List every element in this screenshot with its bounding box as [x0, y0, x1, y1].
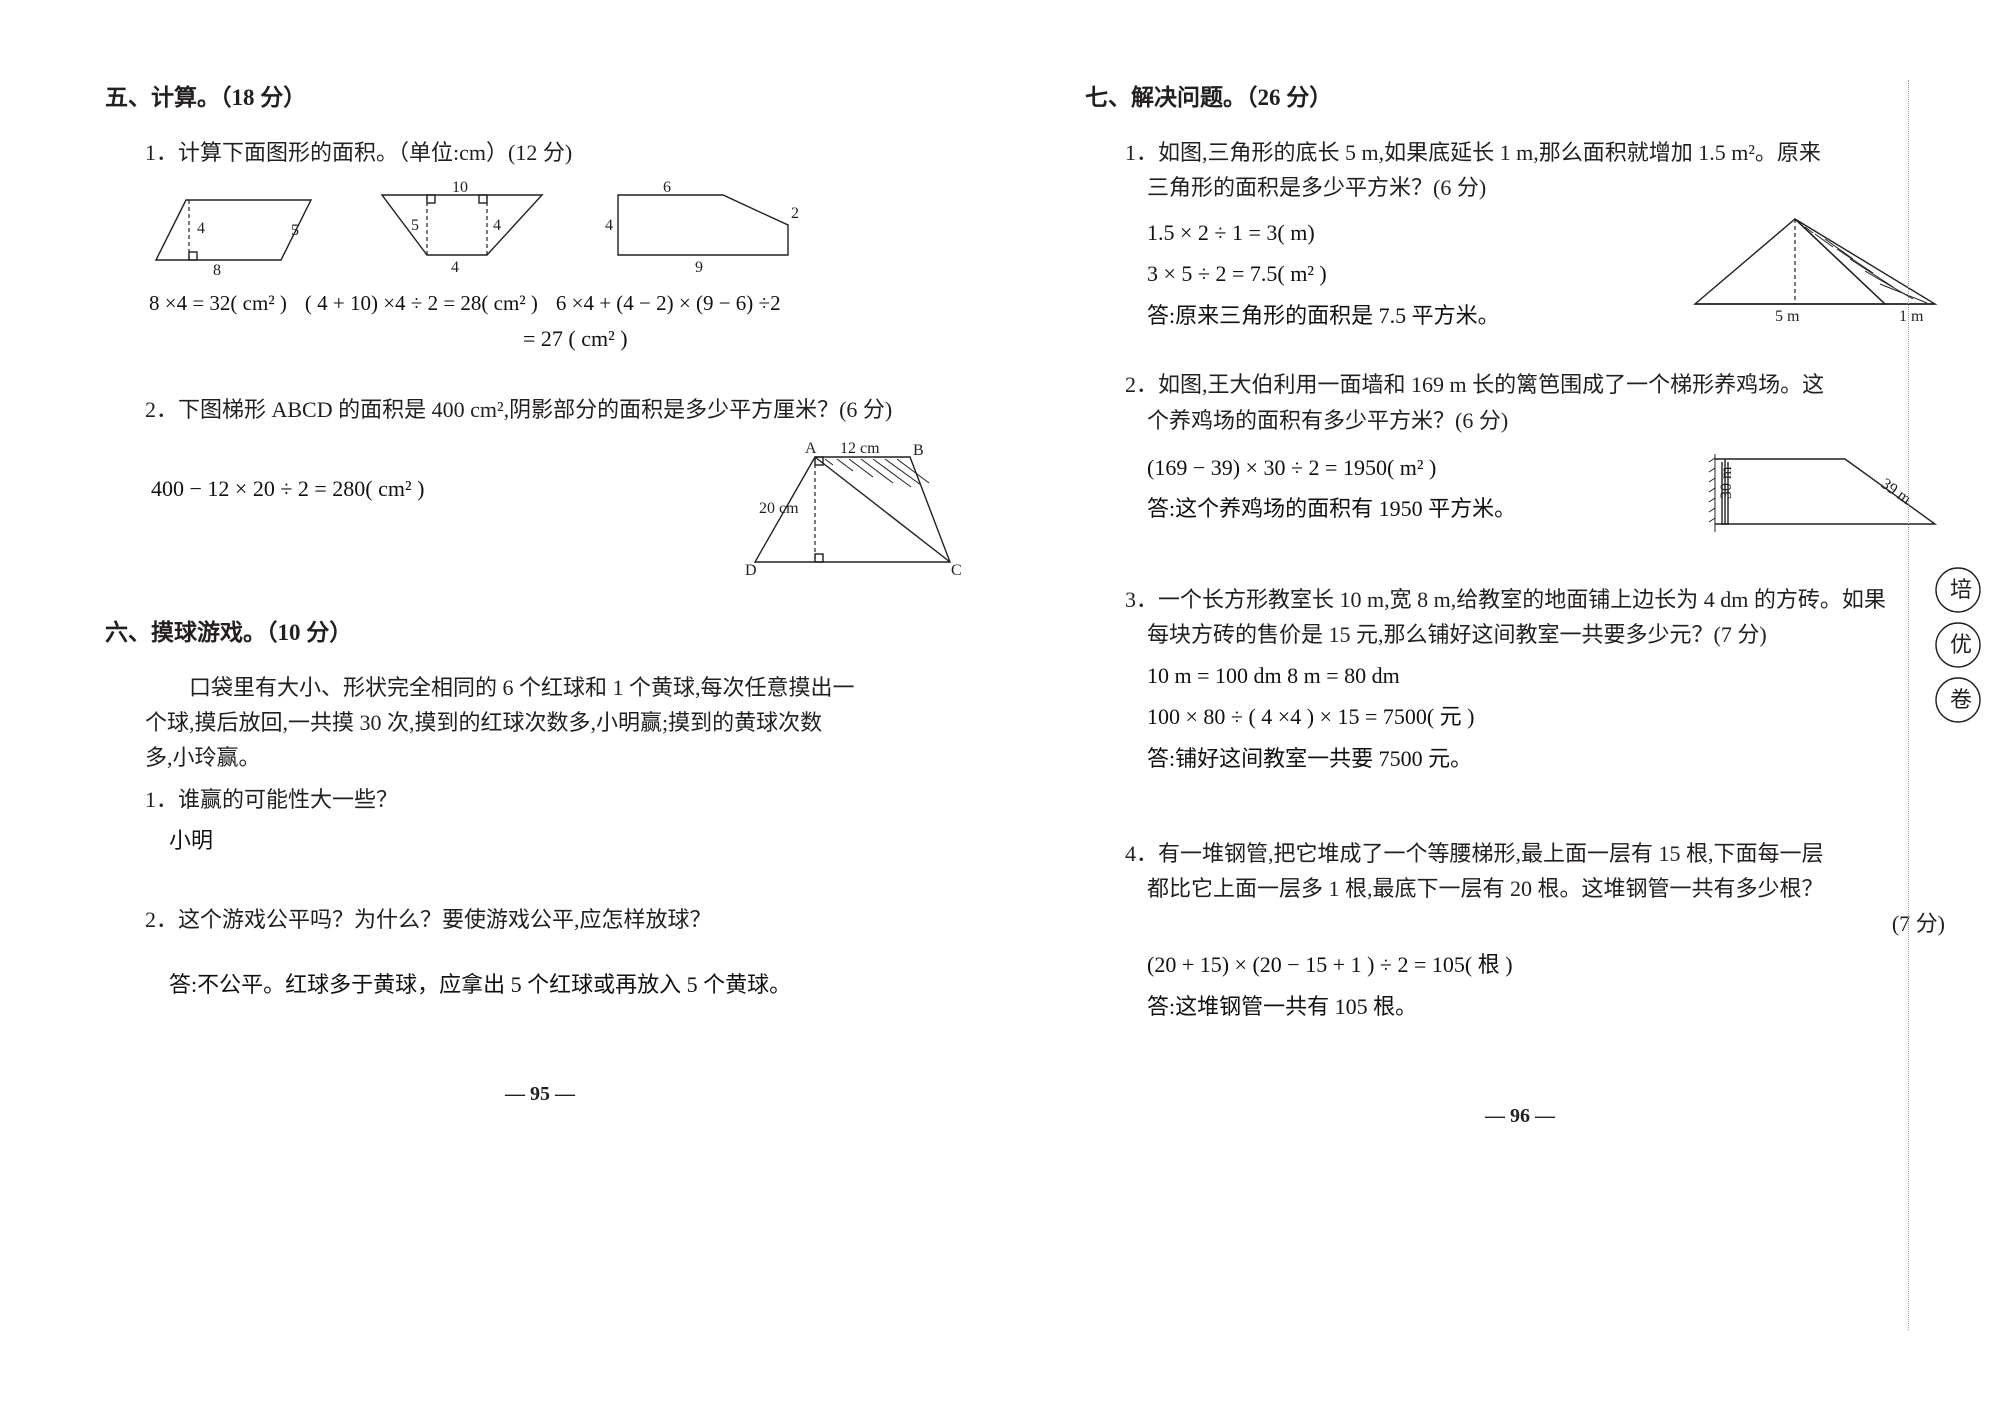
svg-text:培: 培 — [1950, 577, 1972, 602]
fig-parallelogram: 4 5 8 — [151, 185, 321, 275]
svg-text:5: 5 — [291, 222, 299, 239]
sec6-heading: 六、摸球游戏。（10 分） — [105, 615, 975, 652]
svg-text:A: A — [805, 440, 817, 457]
sec5-heading: 五、计算。（18 分） — [105, 80, 975, 117]
page-left: 五、计算。（18 分） 1．计算下面图形的面积。（单位:cm）(12 分) 4 … — [105, 80, 975, 1030]
sec7-heading: 七、解决问题。（26 分） — [1085, 80, 1955, 117]
pagenum-right: — 96 — — [1085, 1100, 1955, 1132]
svg-text:4: 4 — [197, 220, 205, 237]
sec7-p2: 2．如图,王大伯利用一面墙和 169 m 长的篱笆围成了一个梯形养鸡场。这 个养… — [1125, 367, 1955, 554]
svg-text:D: D — [745, 562, 757, 577]
fig-trap-fence: 30 m 39 m — [1705, 444, 1955, 544]
sec5-p2-text: 2．下图梯形 ABCD 的面积是 400 cm²,阴影部分的面积是多少平方厘米？… — [145, 392, 975, 427]
svg-text:5: 5 — [411, 217, 419, 234]
sec5-p2: 2．下图梯形 ABCD 的面积是 400 cm²,阴影部分的面积是多少平方厘米？… — [145, 392, 975, 587]
sec6-a1: 小明 — [169, 823, 975, 858]
svg-text:优: 优 — [1950, 632, 1972, 657]
sec5-p1-text: 1．计算下面图形的面积。（单位:cm）(12 分) — [145, 135, 975, 170]
svg-text:12 cm: 12 cm — [840, 440, 880, 457]
sec5-p1: 1．计算下面图形的面积。（单位:cm）(12 分) 4 5 8 10 5 4 — [145, 135, 975, 356]
svg-text:1 m: 1 m — [1899, 308, 1924, 325]
svg-text:4: 4 — [451, 259, 459, 275]
svg-text:10: 10 — [452, 180, 468, 196]
fig-trapezium: 10 5 4 4 — [367, 180, 557, 275]
sec5-p1-calc3b: = 27 ( cm² ) — [523, 321, 975, 356]
sec5-p1-calc: 8 ×4 = 32( cm² ) ( 4 + 10) ×4 ÷ 2 = 28( … — [149, 287, 975, 321]
cutline — [1908, 80, 1910, 1330]
svg-text:8: 8 — [213, 262, 221, 275]
svg-text:30 m: 30 m — [1718, 466, 1735, 499]
side-tab-logo: 培 优 卷 — [1928, 555, 1988, 735]
svg-text:卷: 卷 — [1950, 687, 1972, 712]
svg-text:20 cm: 20 cm — [759, 500, 799, 517]
fig-triangle-extend: 5 m 1 m — [1675, 209, 1955, 329]
sec6-a2: 答:不公平。红球多于黄球，应拿出 5 个红球或再放入 5 个黄球。 — [169, 967, 975, 1002]
svg-text:6: 6 — [663, 180, 671, 196]
svg-text:C: C — [951, 562, 962, 577]
sec6-intro: 口袋里有大小、形状完全相同的 6 个红球和 1 个黄球,每次任意摸出一 个球,摸… — [145, 670, 975, 776]
svg-text:9: 9 — [695, 259, 703, 275]
fig-trapezoid-abcd: A 12 cm B 20 cm D C — [735, 437, 975, 577]
sec7-p3: 3．一个长方形教室长 10 m,宽 8 m,给教室的地面铺上边长为 4 dm 的… — [1125, 582, 1955, 776]
svg-text:4: 4 — [605, 217, 613, 234]
svg-text:B: B — [913, 442, 924, 459]
sec6-q1: 1．谁赢的可能性大一些？ 小明 — [145, 782, 975, 858]
sec6-q2: 2．这个游戏公平吗？为什么？要使游戏公平,应怎样放球？ 答:不公平。红球多于黄球… — [145, 902, 975, 1002]
fig-composite: 6 2 4 9 — [603, 180, 803, 275]
pagenum-left: — 95 — — [105, 1078, 975, 1110]
svg-text:2: 2 — [791, 205, 799, 222]
sec7-p1: 1．如图,三角形的底长 5 m,如果底延长 1 m,那么面积就增加 1.5 m²… — [1125, 135, 1955, 340]
page-right: 七、解决问题。（26 分） 1．如图,三角形的底长 5 m,如果底延长 1 m,… — [1085, 80, 1955, 1052]
sec5-p2-calc: 400 − 12 × 20 ÷ 2 = 280( cm² ) — [151, 437, 705, 506]
svg-text:4: 4 — [493, 217, 501, 234]
sec5-p1-figures: 4 5 8 10 5 4 4 6 2 4 9 — [151, 180, 975, 275]
svg-text:5 m: 5 m — [1775, 308, 1800, 325]
sec7-p4: 4．有一堆钢管,把它堆成了一个等腰梯形,最上面一层有 15 根,下面每一层 都比… — [1125, 836, 1955, 1024]
